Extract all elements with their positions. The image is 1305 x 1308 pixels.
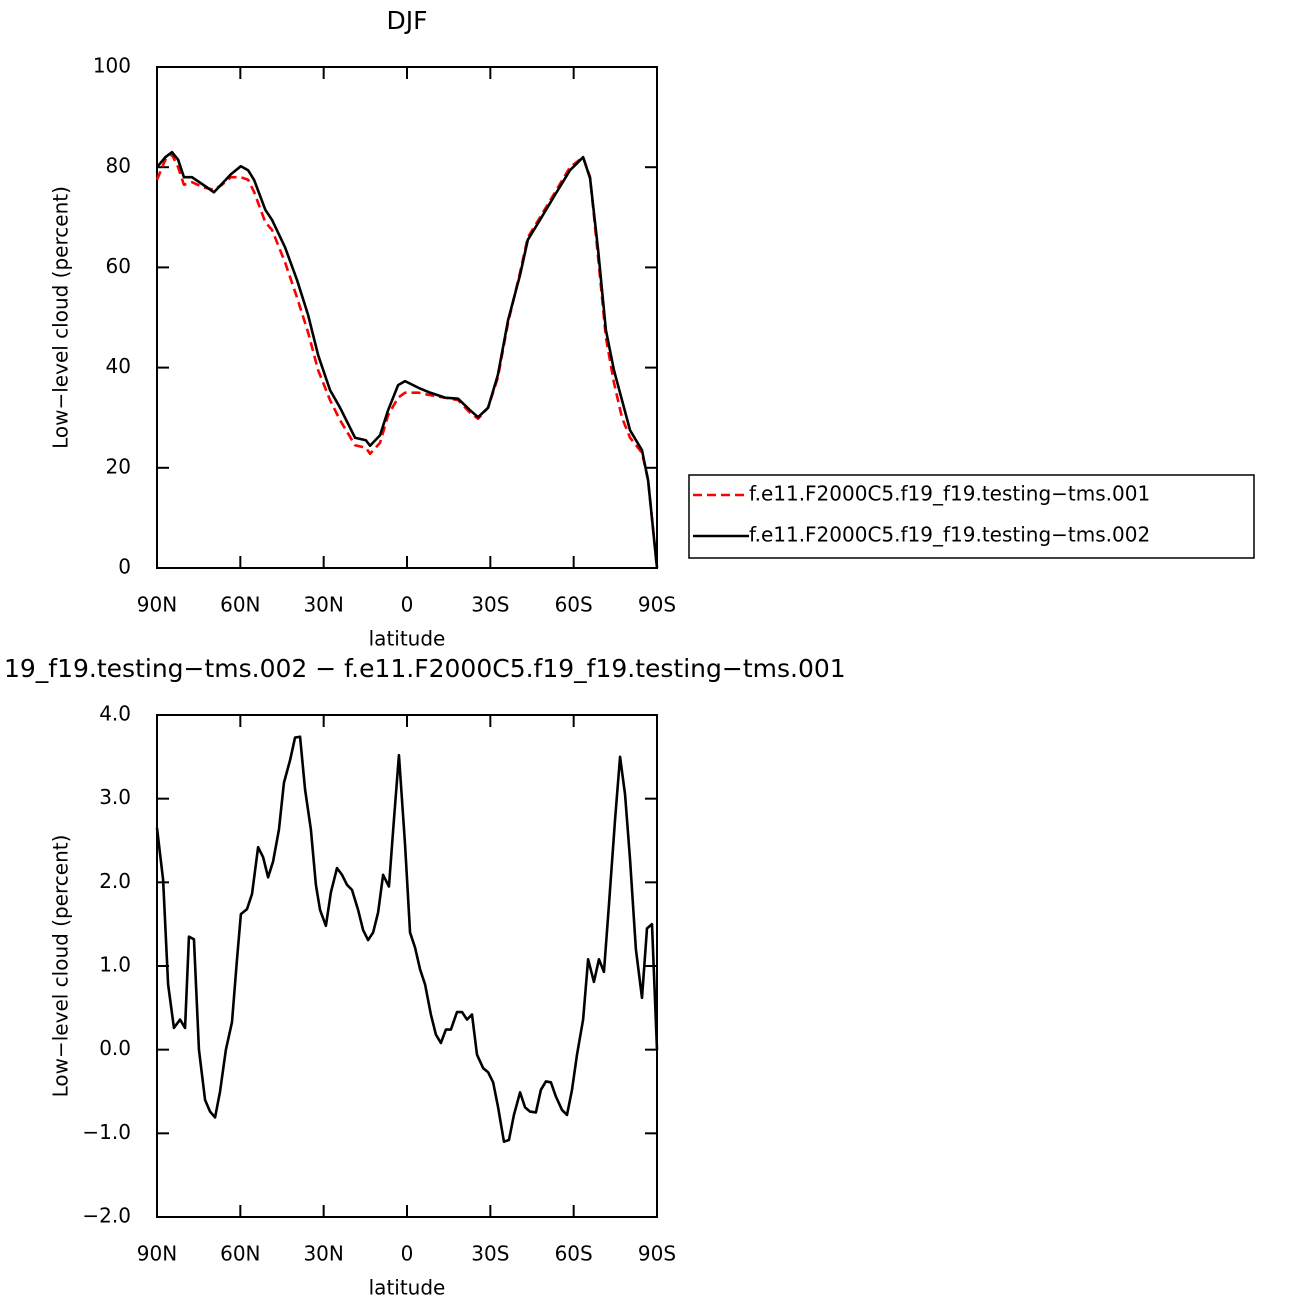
y-axis-title: Low−level cloud (percent) bbox=[49, 186, 73, 449]
x-tick-label: 60N bbox=[220, 1242, 260, 1266]
x-tick-label: 30S bbox=[471, 1242, 509, 1266]
y-tick-label: 1.0 bbox=[99, 953, 131, 977]
y-tick-label: 4.0 bbox=[99, 702, 131, 726]
x-axis-title: latitude bbox=[369, 1276, 446, 1300]
x-tick-label: 30N bbox=[303, 593, 343, 617]
legend-label: f.e11.F2000C5.f19_f19.testing−tms.002 bbox=[749, 523, 1150, 547]
x-tick-label: 90S bbox=[638, 593, 676, 617]
y-tick-label: 0.0 bbox=[99, 1036, 131, 1060]
plot-frame bbox=[156, 66, 658, 569]
x-tick-label: 30N bbox=[303, 1242, 343, 1266]
y-tick-label: −1.0 bbox=[82, 1120, 131, 1144]
data-line bbox=[155, 735, 659, 1143]
data-line bbox=[156, 150, 659, 569]
y-tick-label: 80 bbox=[106, 154, 131, 178]
data-line bbox=[155, 153, 659, 569]
y-tick-label: −2.0 bbox=[82, 1204, 131, 1228]
chart-title: 19_f19.testing−tms.002 − f.e11.F2000C5.f… bbox=[4, 654, 846, 683]
y-tick-label: 0 bbox=[118, 555, 131, 579]
legend-label: f.e11.F2000C5.f19_f19.testing−tms.001 bbox=[749, 482, 1150, 506]
y-tick-label: 60 bbox=[106, 254, 131, 278]
x-tick-label: 90S bbox=[638, 1242, 676, 1266]
y-tick-label: 100 bbox=[93, 54, 131, 78]
x-tick-label: 0 bbox=[401, 1242, 414, 1266]
chart-title: DJF bbox=[386, 6, 427, 35]
x-tick-label: 60S bbox=[555, 1242, 593, 1266]
x-tick-label: 90N bbox=[137, 593, 177, 617]
y-tick-label: 40 bbox=[106, 354, 131, 378]
y-tick-label: 20 bbox=[106, 454, 131, 478]
y-tick-label: 3.0 bbox=[99, 785, 131, 809]
x-tick-label: 60S bbox=[555, 593, 593, 617]
legend-box bbox=[688, 474, 1255, 559]
x-tick-label: 0 bbox=[401, 593, 414, 617]
y-tick-label: 2.0 bbox=[99, 869, 131, 893]
x-axis-title: latitude bbox=[369, 627, 446, 651]
y-axis-title: Low−level cloud (percent) bbox=[49, 835, 73, 1098]
x-tick-label: 30S bbox=[471, 593, 509, 617]
x-tick-label: 90N bbox=[137, 1242, 177, 1266]
plot-frame bbox=[156, 714, 658, 1218]
x-tick-label: 60N bbox=[220, 593, 260, 617]
